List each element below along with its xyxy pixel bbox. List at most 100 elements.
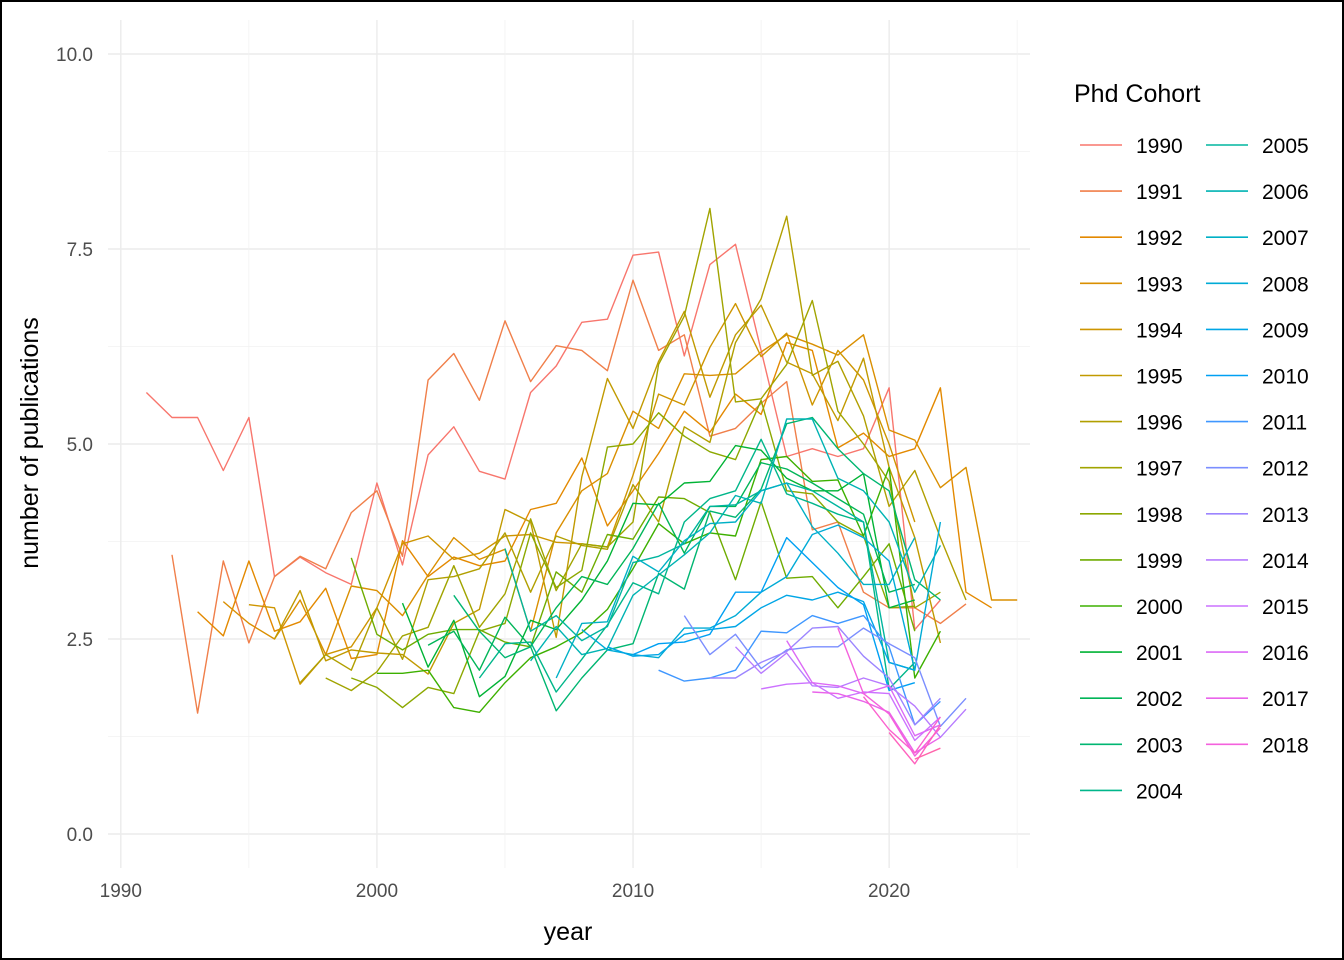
- legend-item-2004: 2004: [1080, 780, 1183, 803]
- legend-item-2012: 2012: [1206, 458, 1309, 481]
- legend-item-2014: 2014: [1206, 550, 1309, 573]
- legend-label: 2000: [1136, 596, 1183, 619]
- series-line-1995: [273, 304, 942, 675]
- legend-item-2003: 2003: [1080, 734, 1183, 757]
- legend-label: 2012: [1262, 458, 1309, 481]
- series-line-2005: [504, 482, 916, 671]
- legend-label: 2007: [1262, 227, 1309, 250]
- legend-label: 1999: [1136, 550, 1183, 573]
- legend-label: 2014: [1262, 550, 1309, 573]
- series-line-1992: [197, 341, 992, 660]
- series-line-2006: [530, 418, 942, 662]
- legend-label: 1993: [1136, 273, 1183, 296]
- series-line-1998: [351, 399, 915, 709]
- legend-label: 1996: [1136, 412, 1183, 435]
- legend-label: 1992: [1136, 227, 1183, 250]
- series-line-2003: [453, 416, 941, 712]
- series-line-2014: [734, 646, 967, 738]
- series-line-1991: [171, 279, 967, 714]
- y-axis-ticks: 0.0 2.5 5.0 7.5 10.0: [56, 45, 93, 846]
- legend-item-1999: 1999: [1080, 550, 1183, 573]
- legend-label: 2018: [1262, 734, 1309, 757]
- legend-item-1993: 1993: [1080, 273, 1183, 296]
- legend-item-2016: 2016: [1206, 642, 1309, 665]
- legend-item-2013: 2013: [1206, 504, 1309, 527]
- legend-label: 2009: [1262, 319, 1309, 342]
- legend-item-2010: 2010: [1206, 366, 1309, 389]
- legend-label: 1995: [1136, 366, 1183, 389]
- series-lines: [145, 207, 1018, 765]
- legend-label: 2006: [1262, 181, 1309, 204]
- x-tick-label: 1990: [100, 881, 142, 902]
- series-line-1993: [222, 334, 1018, 656]
- legend-item-2000: 2000: [1080, 596, 1183, 619]
- y-tick-label: 5.0: [67, 435, 93, 456]
- legend-label: 1997: [1136, 458, 1183, 481]
- legend-item-1998: 1998: [1080, 504, 1183, 527]
- legend-label: 2011: [1262, 412, 1307, 435]
- series-line-2012: [683, 615, 967, 728]
- y-tick-label: 7.5: [67, 240, 93, 261]
- legend-label: 2002: [1136, 688, 1183, 711]
- series-line-2000: [376, 455, 942, 713]
- series-line-2015: [760, 682, 941, 742]
- legend-label: 1994: [1136, 319, 1183, 342]
- y-tick-label: 10.0: [56, 45, 93, 66]
- legend-label: 1991: [1136, 181, 1183, 204]
- legend-item-1991: 1991: [1080, 181, 1183, 204]
- series-line-2018: [837, 627, 941, 757]
- legend-item-1994: 1994: [1080, 319, 1183, 342]
- legend-item-1995: 1995: [1080, 366, 1183, 389]
- x-axis-ticks: 1990 2000 2010 2020: [100, 881, 911, 902]
- series-line-2011: [658, 614, 941, 726]
- legend-item-2005: 2005: [1206, 135, 1309, 158]
- series-line-2004: [478, 438, 916, 693]
- legend: Phd Cohort 19901991199219931994199519961…: [1074, 80, 1309, 803]
- y-tick-label: 2.5: [67, 630, 93, 651]
- x-axis-title: year: [544, 918, 593, 946]
- legend-label: 2013: [1262, 504, 1309, 527]
- y-axis-title: number of publications: [16, 317, 44, 569]
- legend-label: 2016: [1262, 642, 1309, 665]
- legend-label: 2003: [1136, 734, 1183, 757]
- series-line-2019: [862, 696, 941, 754]
- legend-item-2006: 2006: [1206, 181, 1309, 204]
- legend-item-2008: 2008: [1206, 273, 1309, 296]
- legend-item-2001: 2001: [1080, 642, 1183, 665]
- series-line-1999: [350, 496, 916, 651]
- legend-item-2015: 2015: [1206, 596, 1309, 619]
- x-tick-label: 2010: [612, 881, 654, 902]
- series-line-2010: [632, 536, 916, 692]
- series-line-2020: [888, 724, 941, 765]
- legend-item-2011: 2011: [1206, 412, 1307, 435]
- legend-item-2009: 2009: [1206, 319, 1309, 342]
- legend-label: 2004: [1136, 780, 1183, 803]
- legend-label: 1990: [1136, 135, 1183, 158]
- legend-item-1997: 1997: [1080, 458, 1183, 481]
- series-line-2013: [709, 625, 941, 726]
- series-line-2007: [555, 482, 916, 679]
- legend-label: 2015: [1262, 596, 1309, 619]
- series-line-1997: [325, 207, 941, 692]
- legend-item-2017: 2017: [1206, 688, 1309, 711]
- legend-item-1992: 1992: [1080, 227, 1183, 250]
- legend-item-2018: 2018: [1206, 734, 1309, 757]
- series-line-2009: [607, 591, 916, 671]
- legend-label: 2008: [1262, 273, 1309, 296]
- legend-label: 2001: [1136, 642, 1183, 665]
- legend-items: 1990 1991 1992 1993 1994 1995 1996 1997 1998 1999…: [1080, 135, 1309, 803]
- legend-item-2007: 2007: [1206, 227, 1309, 250]
- legend-label: 2010: [1262, 366, 1309, 389]
- grid-lines: [108, 20, 1030, 868]
- x-tick-label: 2020: [868, 881, 910, 902]
- legend-title: Phd Cohort: [1074, 80, 1201, 108]
- series-line-2021: [914, 747, 941, 760]
- legend-item-1990: 1990: [1080, 135, 1183, 158]
- legend-item-2002: 2002: [1080, 688, 1183, 711]
- y-tick-label: 0.0: [67, 825, 93, 846]
- legend-label: 1998: [1136, 504, 1183, 527]
- series-line-2002: [427, 462, 916, 671]
- x-tick-label: 2000: [356, 881, 398, 902]
